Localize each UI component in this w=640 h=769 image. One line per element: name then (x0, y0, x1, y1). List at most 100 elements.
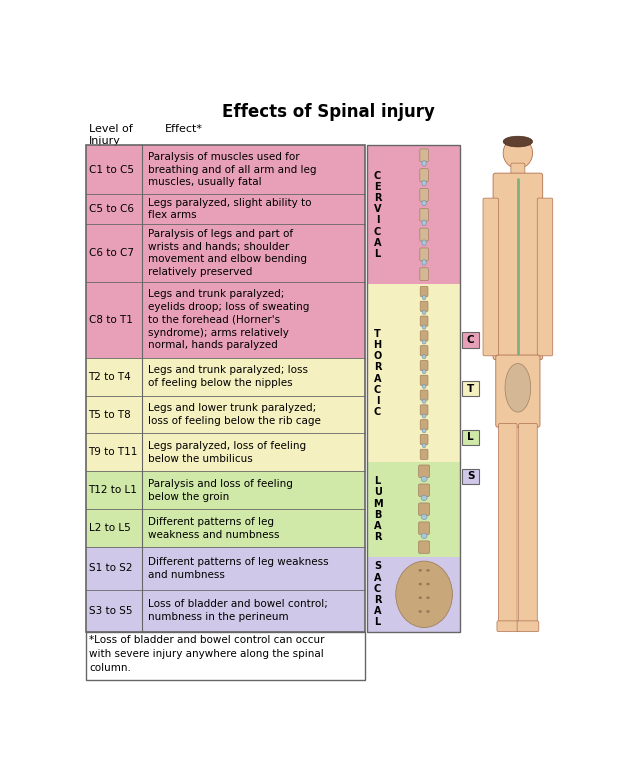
FancyBboxPatch shape (422, 451, 427, 458)
FancyBboxPatch shape (419, 465, 429, 478)
Bar (142, 434, 365, 471)
FancyBboxPatch shape (420, 390, 428, 400)
FancyBboxPatch shape (422, 288, 427, 295)
Bar (367, 461, 388, 557)
FancyBboxPatch shape (421, 362, 426, 368)
FancyBboxPatch shape (420, 286, 428, 297)
Text: C6 to C7: C6 to C7 (88, 248, 134, 258)
Text: T: T (467, 384, 474, 394)
FancyBboxPatch shape (496, 355, 540, 428)
Ellipse shape (422, 369, 426, 374)
FancyBboxPatch shape (420, 434, 428, 444)
FancyBboxPatch shape (420, 208, 428, 221)
Bar (142, 548, 365, 590)
Ellipse shape (422, 295, 426, 300)
FancyBboxPatch shape (420, 506, 426, 513)
Ellipse shape (422, 260, 426, 265)
FancyBboxPatch shape (511, 163, 525, 177)
Text: S1 to S2: S1 to S2 (88, 564, 132, 574)
Ellipse shape (421, 495, 427, 501)
Bar (367, 284, 388, 461)
Bar (86, 590, 142, 632)
Text: Legs and lower trunk paralyzed;
loss of feeling below the rib cage: Legs and lower trunk paralyzed; loss of … (148, 403, 321, 426)
FancyBboxPatch shape (422, 378, 427, 383)
Text: Different patterns of leg weakness
and numbness: Different patterns of leg weakness and n… (148, 557, 329, 580)
FancyBboxPatch shape (421, 288, 426, 295)
Bar (142, 471, 365, 509)
Ellipse shape (422, 181, 426, 186)
Bar (86, 471, 142, 509)
FancyBboxPatch shape (420, 449, 428, 459)
Bar (142, 509, 365, 548)
FancyBboxPatch shape (420, 544, 426, 551)
Text: Loss of bladder and bowel control;
numbness in the perineum: Loss of bladder and bowel control; numbn… (148, 599, 328, 622)
Bar (142, 145, 365, 194)
FancyBboxPatch shape (422, 271, 428, 278)
FancyBboxPatch shape (422, 171, 428, 179)
FancyBboxPatch shape (420, 149, 428, 161)
FancyBboxPatch shape (422, 231, 428, 238)
Text: Paralysis of muscles used for
breathing and of all arm and leg
muscles, usually : Paralysis of muscles used for breathing … (148, 151, 317, 188)
FancyBboxPatch shape (422, 506, 428, 513)
FancyBboxPatch shape (419, 484, 429, 497)
FancyBboxPatch shape (422, 333, 427, 339)
FancyBboxPatch shape (493, 173, 543, 360)
Text: Legs and trunk paralyzed;
eyelids droop; loss of sweating
to the forehead (Horne: Legs and trunk paralyzed; eyelids droop;… (148, 289, 310, 351)
FancyBboxPatch shape (421, 451, 426, 458)
Ellipse shape (427, 583, 429, 585)
Ellipse shape (427, 611, 429, 612)
FancyBboxPatch shape (421, 231, 426, 238)
FancyBboxPatch shape (421, 378, 426, 383)
Text: Legs paralyzed, slight ability to
flex arms: Legs paralyzed, slight ability to flex a… (148, 198, 312, 221)
FancyBboxPatch shape (420, 248, 428, 261)
FancyBboxPatch shape (421, 392, 426, 398)
FancyBboxPatch shape (422, 251, 428, 258)
Text: C5 to C6: C5 to C6 (88, 204, 134, 214)
Text: L
U
M
B
A
R: L U M B A R (372, 476, 383, 542)
FancyBboxPatch shape (421, 333, 426, 339)
Ellipse shape (503, 136, 532, 147)
Bar (142, 282, 365, 358)
Text: Paralysis and loss of feeling
below the groin: Paralysis and loss of feeling below the … (148, 479, 293, 501)
Bar (86, 225, 142, 282)
FancyBboxPatch shape (422, 318, 427, 324)
FancyBboxPatch shape (419, 503, 429, 515)
FancyBboxPatch shape (421, 437, 426, 442)
FancyBboxPatch shape (421, 251, 426, 258)
Ellipse shape (419, 597, 422, 599)
Bar (462, 381, 479, 397)
FancyBboxPatch shape (422, 191, 428, 198)
FancyBboxPatch shape (421, 421, 426, 428)
Text: C1 to C5: C1 to C5 (88, 165, 134, 175)
FancyBboxPatch shape (422, 211, 428, 218)
Bar (367, 145, 388, 284)
Bar (388, 557, 460, 632)
FancyBboxPatch shape (499, 424, 517, 624)
Ellipse shape (419, 569, 422, 571)
FancyBboxPatch shape (518, 424, 537, 624)
FancyBboxPatch shape (421, 318, 426, 324)
Text: T5 to T8: T5 to T8 (88, 410, 131, 420)
Bar (388, 461, 460, 557)
Text: Level of
Injury: Level of Injury (90, 124, 133, 146)
Ellipse shape (422, 310, 426, 315)
Ellipse shape (503, 138, 532, 168)
Text: Legs paralyzed, loss of feeling
below the umbilicus: Legs paralyzed, loss of feeling below th… (148, 441, 307, 464)
Text: Legs and trunk paralyzed; loss
of feeling below the nipples: Legs and trunk paralyzed; loss of feelin… (148, 365, 308, 388)
Bar (388, 145, 460, 284)
Ellipse shape (422, 200, 426, 206)
FancyBboxPatch shape (420, 487, 426, 494)
Ellipse shape (422, 240, 426, 245)
Ellipse shape (422, 428, 426, 433)
Ellipse shape (427, 597, 429, 599)
FancyBboxPatch shape (420, 468, 426, 474)
FancyBboxPatch shape (421, 304, 426, 309)
FancyBboxPatch shape (422, 392, 427, 398)
FancyBboxPatch shape (420, 404, 428, 415)
FancyBboxPatch shape (420, 228, 428, 241)
FancyBboxPatch shape (422, 348, 427, 354)
FancyBboxPatch shape (422, 468, 428, 474)
Ellipse shape (422, 414, 426, 418)
FancyBboxPatch shape (421, 348, 426, 354)
Ellipse shape (422, 325, 426, 329)
